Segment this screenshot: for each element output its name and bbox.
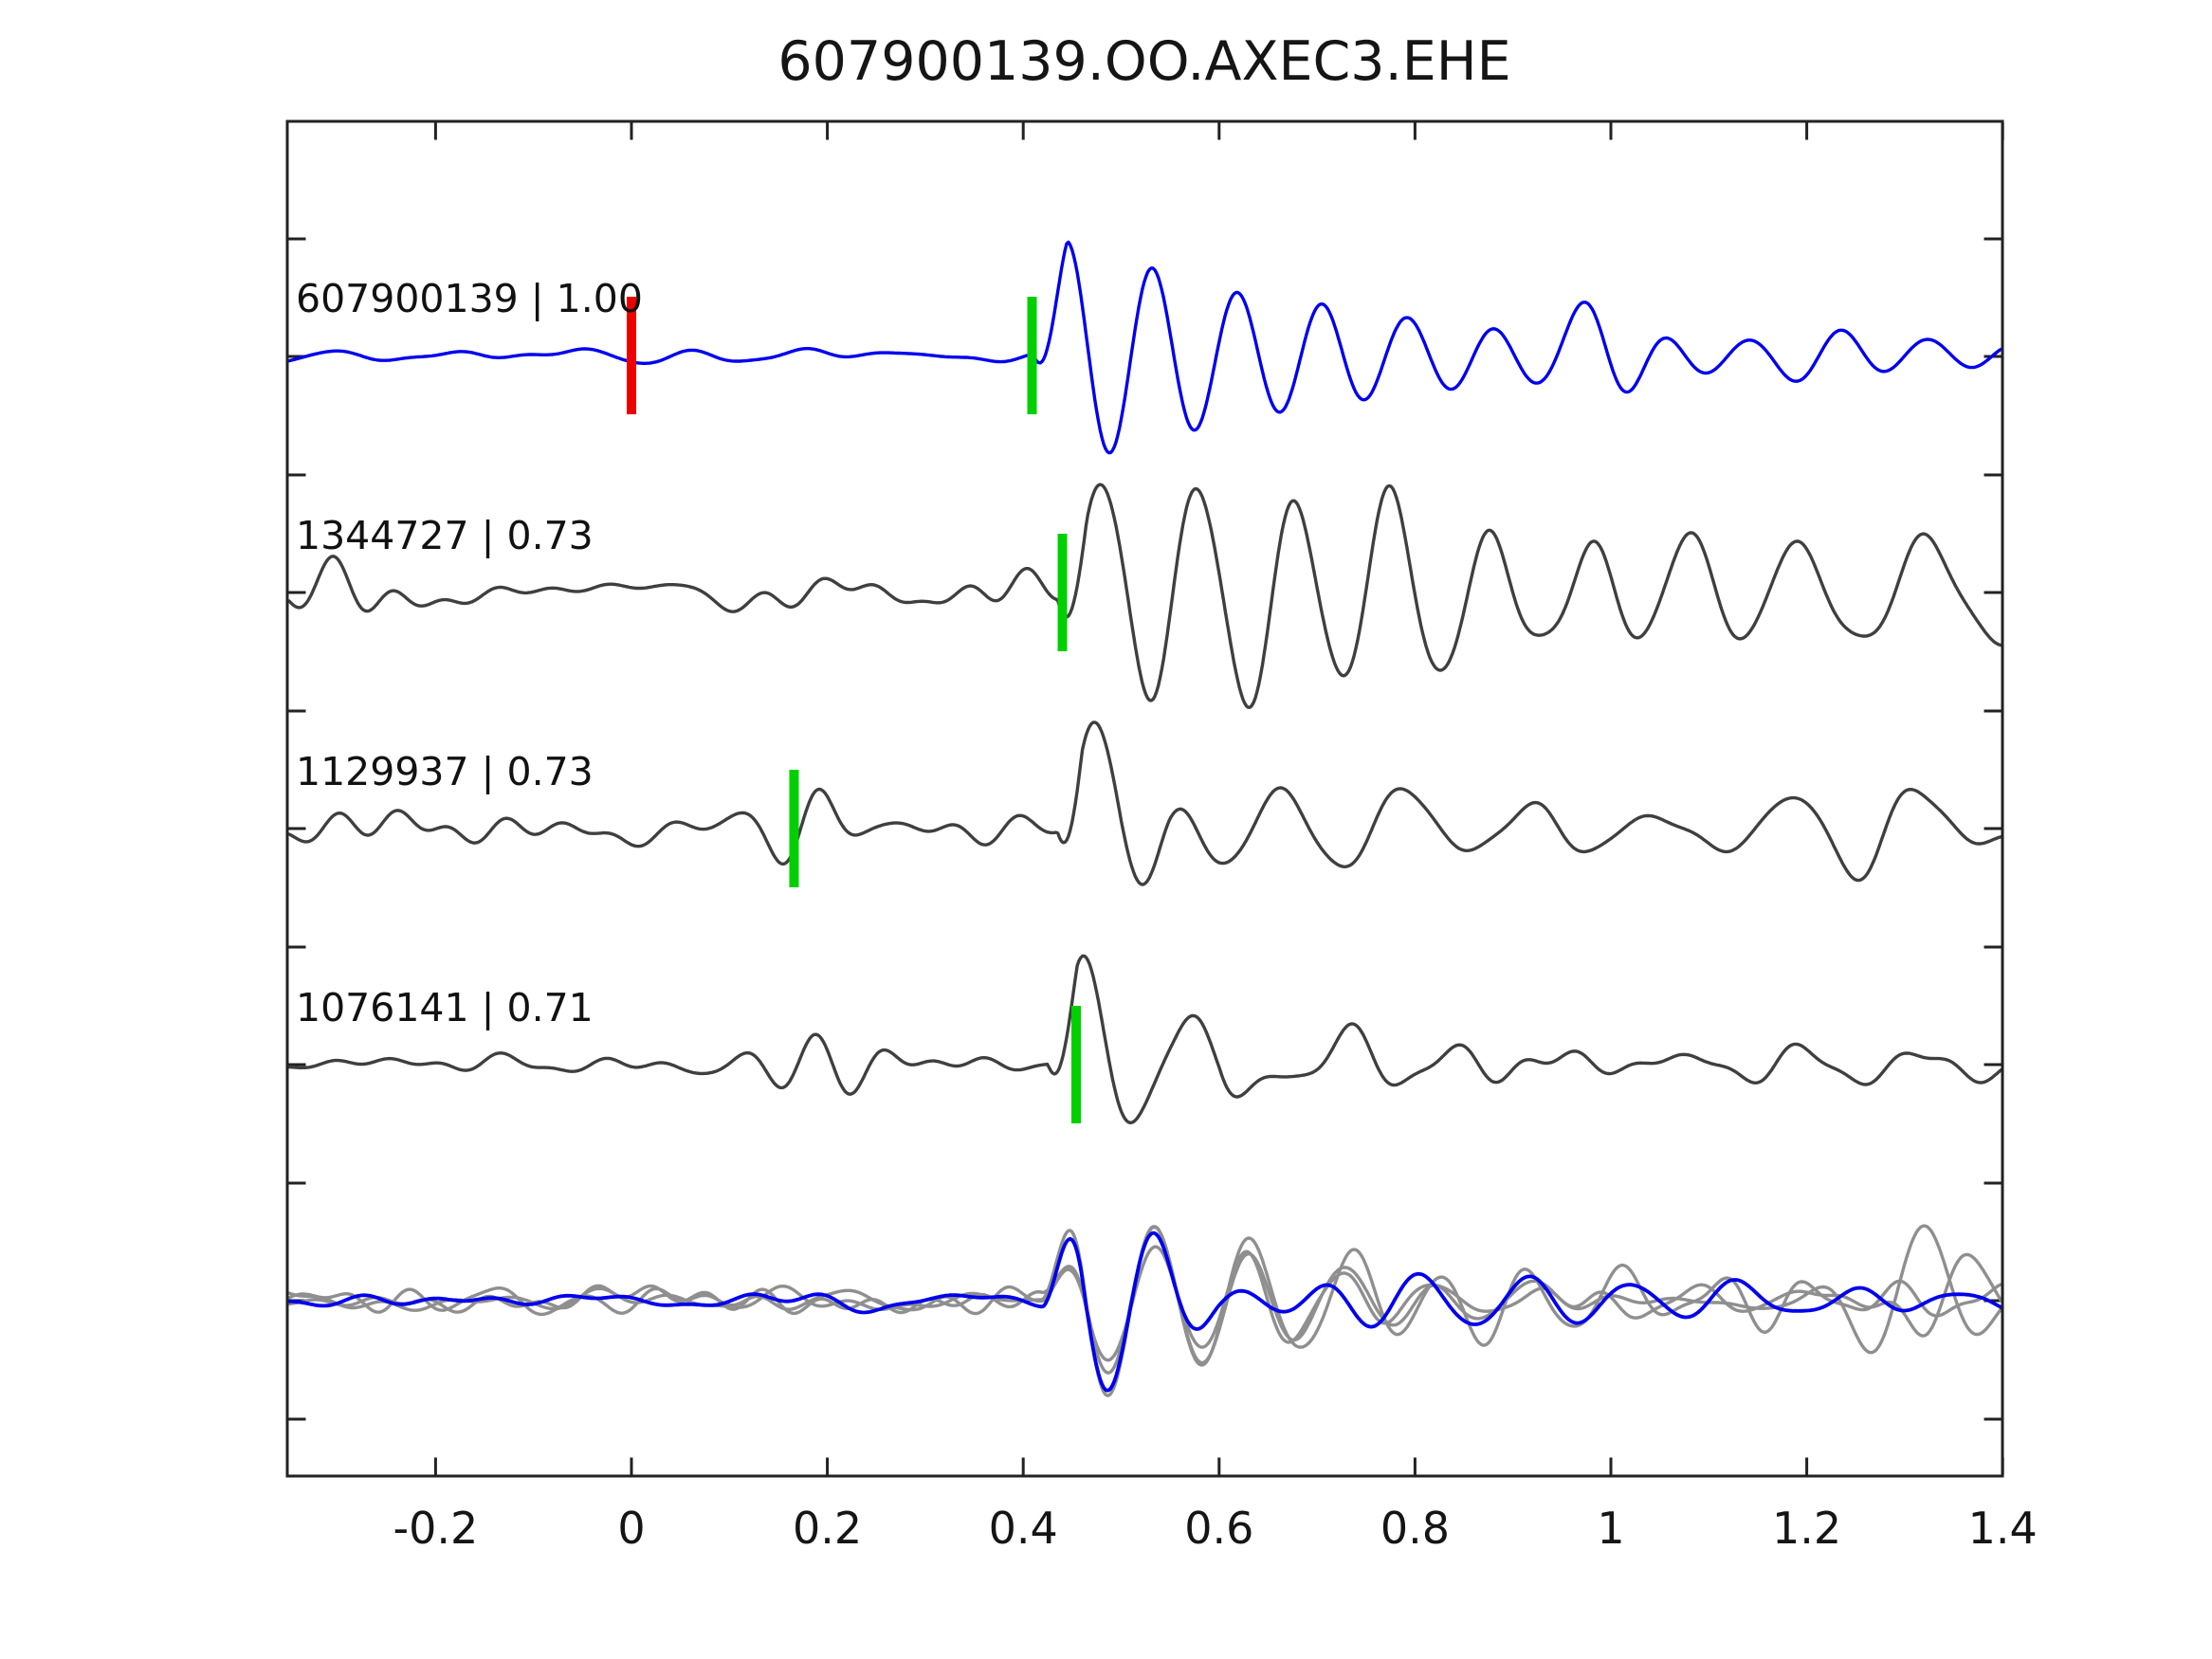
trace-label-1129937: 1129937 | 0.73 [296, 749, 594, 794]
trace-1076141 [288, 954, 2002, 1125]
pick-marker-1129937 [789, 770, 799, 887]
trace-1129937 [288, 720, 2002, 886]
x-tick-label-4: 0.6 [1184, 1503, 1254, 1554]
pick-marker-1076141 [1070, 1006, 1081, 1123]
x-tick-label-6: 1 [1597, 1503, 1625, 1554]
x-tick-label-5: 0.8 [1380, 1503, 1450, 1554]
trace-label-607900139: 607900139 | 1.00 [296, 276, 643, 321]
trace-label-1076141: 1076141 | 0.71 [296, 985, 594, 1030]
x-tick-label-1: 0 [617, 1503, 646, 1554]
x-tick-label-8: 1.4 [1967, 1503, 2038, 1554]
pick-marker-607900139 [1027, 297, 1037, 414]
pick-marker-1344727 [1057, 534, 1068, 651]
reference-marker-607900139 [627, 297, 636, 414]
x-tick-label-7: 1.2 [1772, 1503, 1842, 1554]
chart-title: 607900139.OO.AXEC3.EHE [777, 30, 1511, 93]
traces-layer [288, 240, 2002, 1397]
trace-607900139 [288, 240, 2002, 455]
trace-overlay-template [288, 1231, 2002, 1393]
trace-label-1344727: 1344727 | 0.73 [296, 513, 594, 558]
x-tick-label-0: -0.2 [393, 1503, 479, 1554]
x-tick-label-2: 0.2 [793, 1503, 863, 1554]
trace-1344727 [288, 483, 2002, 709]
x-tick-label-3: 0.4 [988, 1503, 1058, 1554]
axes-box [285, 119, 2004, 1478]
